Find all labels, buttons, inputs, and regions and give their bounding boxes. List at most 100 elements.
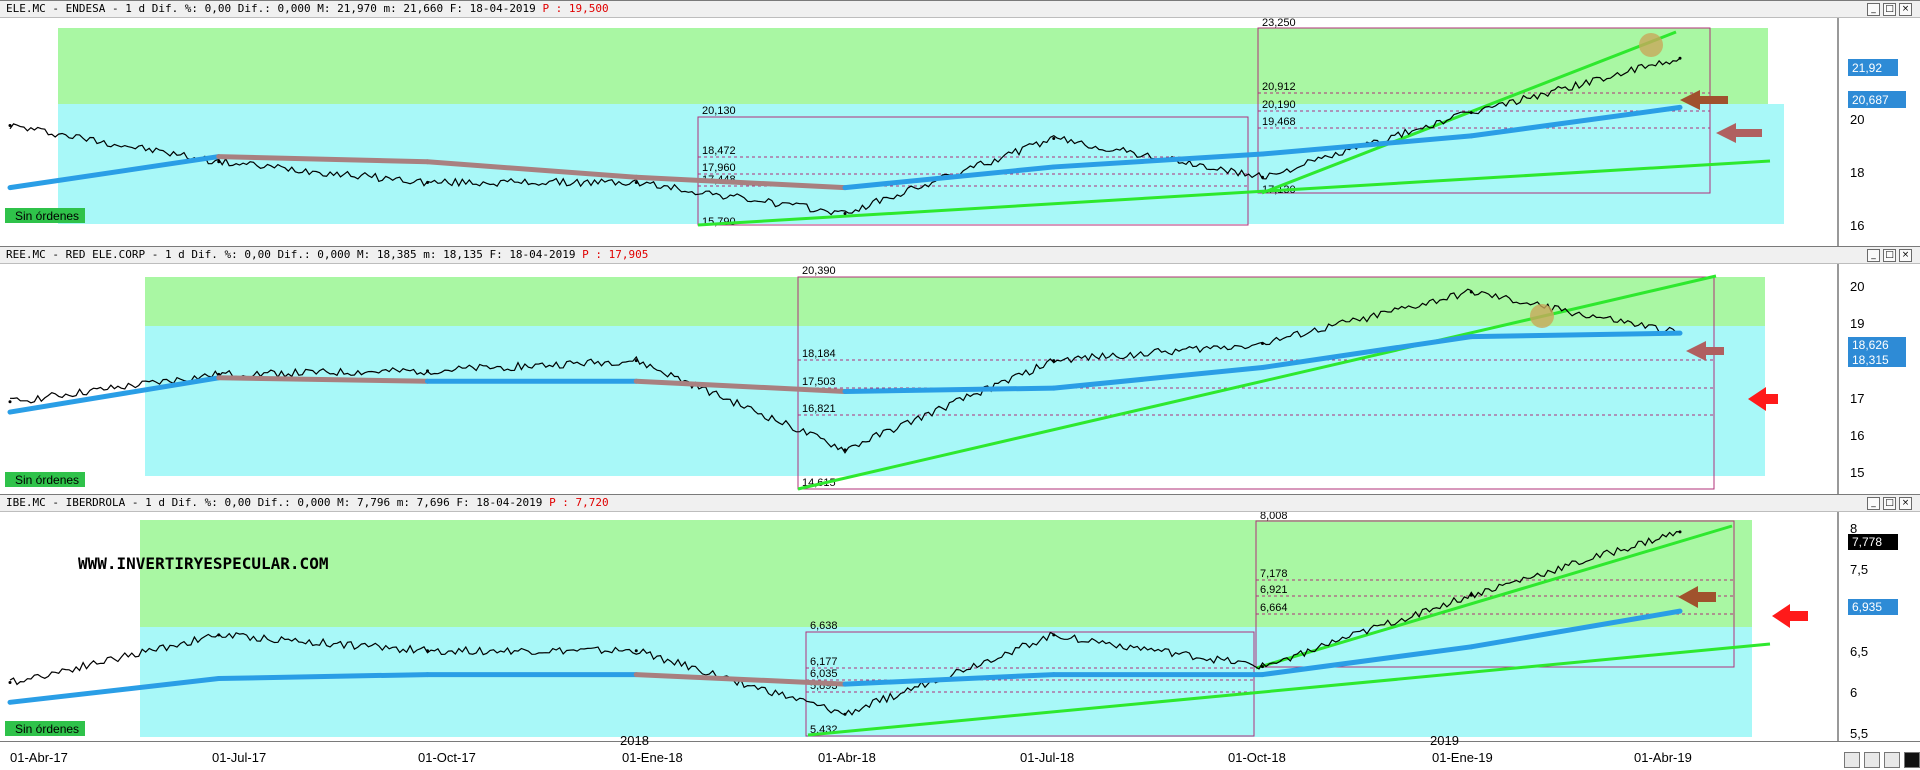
scrollbar-controls[interactable] xyxy=(1844,752,1920,768)
price-point xyxy=(843,712,847,716)
fib-box-2 xyxy=(1255,520,1735,668)
y-tick: 6,5 xyxy=(1850,644,1868,659)
panel-endesa: ELE.MC - ENDESA - 1 d Dif. %: 0,00 Dif.:… xyxy=(0,0,1920,246)
price-point xyxy=(634,649,638,653)
y-axis-bg xyxy=(1838,18,1920,246)
arrow-brown-icon xyxy=(1686,341,1724,361)
year-label: 2018 xyxy=(620,733,649,748)
chart-settings-icon[interactable] xyxy=(1844,752,1860,768)
ma-segment xyxy=(1051,151,1265,170)
minimize-icon[interactable]: _ xyxy=(1867,3,1880,16)
orders-badge-bg xyxy=(5,208,85,223)
price-point xyxy=(426,649,429,653)
close-icon[interactable]: × xyxy=(1899,497,1912,510)
fib-label: 8,008 xyxy=(1260,512,1288,522)
price-series xyxy=(8,56,1682,216)
fib-label: 20,390 xyxy=(802,265,836,277)
x-tick: 01-Abr-18 xyxy=(818,750,876,765)
price-series xyxy=(8,288,1682,454)
price-tag: 18,315 xyxy=(1852,353,1889,367)
price-point xyxy=(8,400,12,404)
fib-label: 6,177 xyxy=(810,656,838,668)
price-point xyxy=(217,160,221,164)
arrow-brown-icon xyxy=(1680,90,1728,110)
ma-segment xyxy=(842,672,1057,687)
ma-segment xyxy=(1468,608,1683,650)
close-price: P : 17,905 xyxy=(582,248,649,261)
moving-average xyxy=(7,104,1683,191)
price-point xyxy=(843,448,847,452)
price-point xyxy=(1261,341,1264,345)
fib-label: 7,178 xyxy=(1260,568,1288,580)
close-icon[interactable]: × xyxy=(1899,249,1912,262)
moving-average xyxy=(7,330,1683,415)
y-tick: 6 xyxy=(1850,685,1857,700)
maximize-icon[interactable]: □ xyxy=(1883,3,1896,16)
panel-red-electrica: REE.MC - RED ELE.CORP - 1 d Dif. %: 0,00… xyxy=(0,246,1920,495)
plot-area[interactable]: Sin órdenes WWW.INVERTIRYESPECULAR.COM 8… xyxy=(0,512,1920,742)
price-point xyxy=(634,359,638,363)
fib-label: 6,664 xyxy=(1260,602,1288,614)
fib-label: 6,638 xyxy=(810,620,838,632)
ma-segment xyxy=(7,154,222,191)
close-price: P : 19,500 xyxy=(542,2,609,15)
green-zone xyxy=(58,28,1768,104)
price-point xyxy=(1261,665,1264,669)
panel-header: IBE.MC - IBERDROLA - 1 d Dif. %: 0,00 Di… xyxy=(0,495,1920,512)
ma-segment xyxy=(216,672,430,682)
minimize-icon[interactable]: _ xyxy=(1867,497,1880,510)
orders-badge: Sin órdenes xyxy=(15,209,79,223)
price-tag-bg xyxy=(1848,91,1906,108)
plot-area[interactable]: Sin órdenes 23,250 20,912 20,190 19,468 … xyxy=(0,18,1920,246)
trend-line-support xyxy=(807,642,1771,737)
maximize-icon[interactable]: □ xyxy=(1883,497,1896,510)
highlight-circle xyxy=(1639,33,1663,57)
x-tick: 01-Oct-17 xyxy=(418,750,476,765)
year-label: 2019 xyxy=(1430,733,1459,748)
x-axis: 01-Abr-17 01-Jul-17 01-Oct-17 01-Ene-18 … xyxy=(0,733,1920,770)
ticker-info: REE.MC - RED ELE.CORP - 1 d Dif. %: 0,00… xyxy=(6,248,583,261)
minimize-icon[interactable]: _ xyxy=(1867,249,1880,262)
fib-label: 6,035 xyxy=(810,668,838,680)
fib-label: 17,503 xyxy=(802,376,836,388)
ma-segment xyxy=(842,164,1057,191)
arrow-brown-icon xyxy=(1678,586,1716,608)
highlight-circle xyxy=(1530,304,1554,328)
orders-badge: Sin órdenes xyxy=(15,722,79,736)
ma-segment xyxy=(216,154,430,165)
price-point xyxy=(1261,175,1264,179)
save-icon[interactable] xyxy=(1864,752,1880,768)
price-point xyxy=(1469,290,1473,294)
plot-area[interactable]: Sin órdenes 20,390 18,184 17,503 16,821 … xyxy=(0,264,1920,495)
ma-segment xyxy=(633,174,848,191)
panel-header: ELE.MC - ENDESA - 1 d Dif. %: 0,00 Dif.:… xyxy=(0,1,1920,18)
y-tick: 17 xyxy=(1850,391,1864,406)
price-point xyxy=(217,372,221,376)
orders-badge-bg xyxy=(5,721,85,736)
ma-segment xyxy=(633,672,848,687)
ma-segment xyxy=(1260,334,1474,370)
fill-icon[interactable] xyxy=(1904,752,1920,768)
green-zone xyxy=(140,520,1752,627)
ticker-info: IBE.MC - IBERDROLA - 1 d Dif. %: 0,00 Di… xyxy=(6,496,550,509)
y-axis-bg xyxy=(1838,512,1920,742)
fib-box-1 xyxy=(697,116,1249,226)
close-icon[interactable]: × xyxy=(1899,3,1912,16)
maximize-icon[interactable]: □ xyxy=(1883,249,1896,262)
ma-segment xyxy=(425,159,639,180)
trend-line-support xyxy=(697,159,1771,227)
fib-label: 23,250 xyxy=(1262,18,1296,29)
site-watermark: WWW.INVERTIRYESPECULAR.COM xyxy=(78,554,328,573)
price-point xyxy=(1052,359,1056,363)
orders-badge: Sin órdenes xyxy=(15,473,79,487)
orders-badge-bg xyxy=(5,472,85,487)
fib-label: 18,184 xyxy=(802,348,836,360)
price-point xyxy=(426,180,429,184)
ticker-info: ELE.MC - ENDESA - 1 d Dif. %: 0,00 Dif.:… xyxy=(6,2,543,15)
arrow-red-icon xyxy=(1748,387,1778,411)
price-point xyxy=(843,212,847,216)
price-tag-bg xyxy=(1848,599,1898,615)
blank-icon[interactable] xyxy=(1884,752,1900,768)
panel-iberdrola: IBE.MC - IBERDROLA - 1 d Dif. %: 0,00 Di… xyxy=(0,494,1920,742)
ma-segment xyxy=(1260,133,1474,157)
